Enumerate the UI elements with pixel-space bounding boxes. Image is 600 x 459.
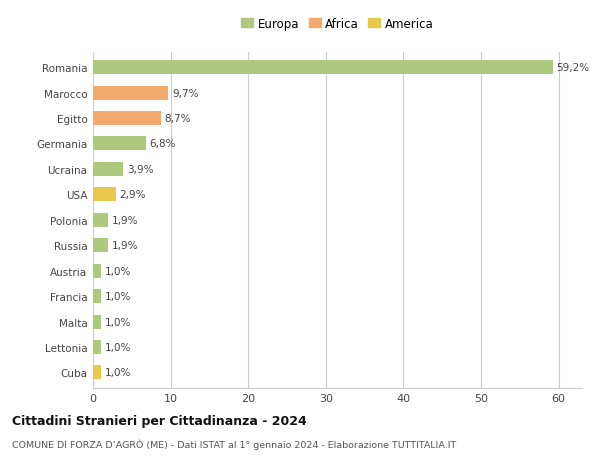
Bar [93,162,123,177]
Text: 1,0%: 1,0% [104,368,131,378]
Text: 1,0%: 1,0% [104,266,131,276]
Text: 9,7%: 9,7% [172,89,199,98]
Text: COMUNE DI FORZA D’AGRÒ (ME) - Dati ISTAT al 1° gennaio 2024 - Elaborazione TUTTI: COMUNE DI FORZA D’AGRÒ (ME) - Dati ISTAT… [12,439,456,449]
Text: 8,7%: 8,7% [164,114,191,124]
Text: 1,9%: 1,9% [112,241,138,251]
Legend: Europa, Africa, America: Europa, Africa, America [239,15,436,33]
Bar [93,264,101,278]
Text: 1,0%: 1,0% [104,342,131,352]
Bar [93,188,116,202]
Text: 1,9%: 1,9% [112,215,138,225]
Text: 6,8%: 6,8% [149,139,176,149]
Bar [93,315,101,329]
Text: Cittadini Stranieri per Cittadinanza - 2024: Cittadini Stranieri per Cittadinanza - 2… [12,414,307,428]
Bar [93,112,161,126]
Text: 2,9%: 2,9% [119,190,146,200]
Bar [93,290,101,303]
Bar [93,239,108,253]
Bar [93,213,108,227]
Bar [93,61,553,75]
Bar [93,366,101,380]
Text: 1,0%: 1,0% [104,291,131,302]
Bar [93,340,101,354]
Text: 59,2%: 59,2% [556,63,590,73]
Bar [93,137,146,151]
Text: 1,0%: 1,0% [104,317,131,327]
Text: 3,9%: 3,9% [127,165,154,174]
Bar [93,86,168,101]
